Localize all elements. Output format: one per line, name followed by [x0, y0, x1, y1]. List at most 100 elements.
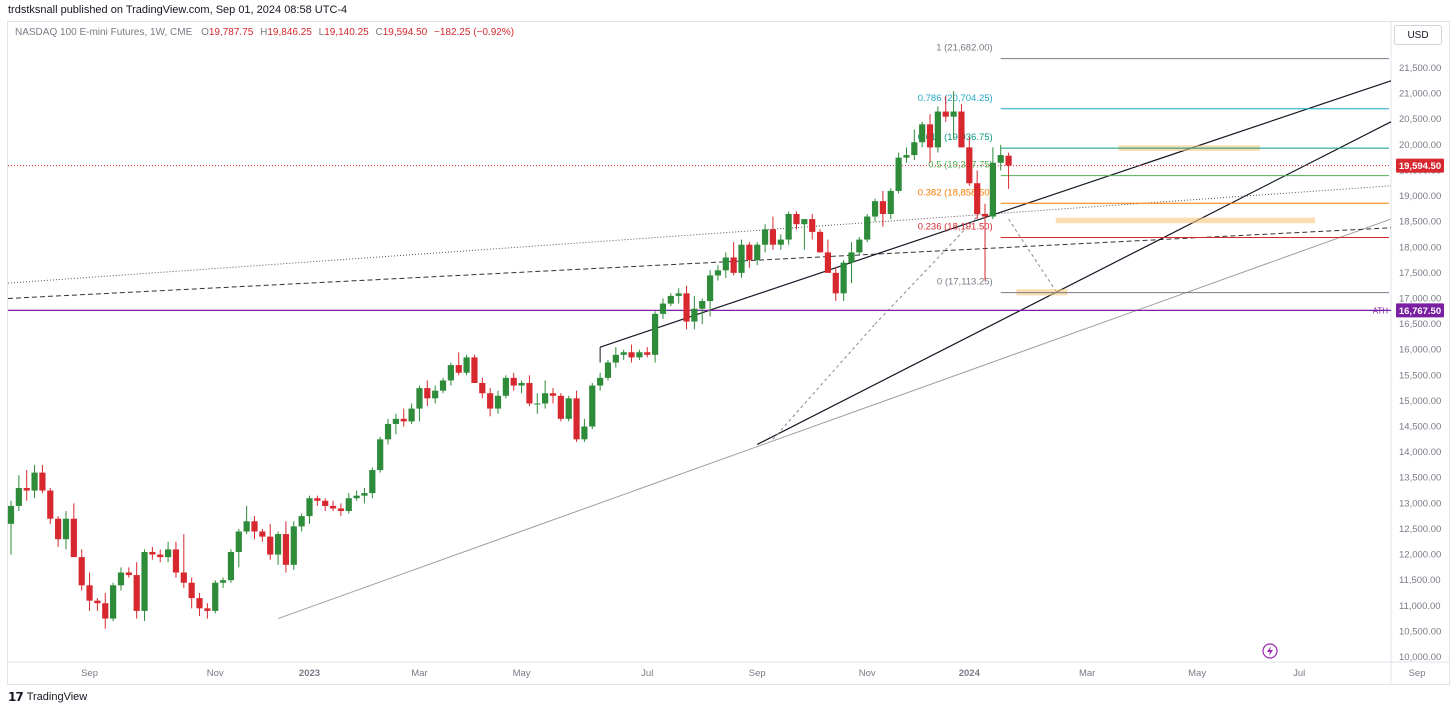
- time-tick-label: Nov: [207, 668, 224, 679]
- price-tick-label: 11,000.00: [1399, 601, 1441, 612]
- candle-body: [919, 124, 926, 143]
- price-tick-label: 21,500.00: [1399, 63, 1441, 74]
- price-tick-label: 17,500.00: [1399, 268, 1441, 279]
- candle-body: [432, 390, 439, 399]
- time-tick-label: Jul: [1293, 668, 1305, 679]
- candle-body: [801, 219, 808, 225]
- candle-body: [864, 216, 871, 240]
- lightning-icon: [1262, 643, 1278, 659]
- price-tick-label: 19,000.00: [1399, 191, 1441, 202]
- candle-body: [400, 418, 407, 422]
- candle-body: [94, 600, 101, 604]
- time-tick-label: Nov: [859, 668, 876, 679]
- candle-body: [212, 582, 219, 611]
- candle-body: [581, 426, 588, 440]
- candle-body: [761, 229, 769, 245]
- time-tick-label: May: [1188, 668, 1206, 679]
- candle-body: [667, 295, 674, 304]
- candle-body: [565, 398, 572, 419]
- close-label: C: [375, 27, 383, 38]
- price-tick-label: 10,500.00: [1399, 626, 1441, 637]
- price-tick-label: 17,000.00: [1399, 293, 1441, 304]
- candle-body: [471, 357, 478, 383]
- candle-body: [31, 472, 38, 491]
- time-tick-label: Sep: [81, 668, 98, 679]
- footer-brand-label: TradingView: [26, 691, 88, 703]
- price-tick-label: 21,000.00: [1399, 89, 1441, 100]
- candle-body: [934, 111, 941, 148]
- time-tick-label: Sep: [749, 668, 766, 679]
- candle-body: [298, 516, 305, 527]
- candle-body: [644, 352, 651, 355]
- candle-body: [47, 490, 54, 519]
- candle-body: [589, 385, 596, 427]
- candle-body: [950, 111, 957, 117]
- candle-body: [290, 526, 297, 565]
- candle-body: [997, 155, 1004, 163]
- candle-body: [981, 213, 989, 217]
- candle-body: [620, 352, 627, 355]
- price-tick-label: 14,500.00: [1399, 422, 1441, 433]
- candle-body: [887, 190, 894, 214]
- change-value: −182.25 (−0.92%): [434, 27, 515, 38]
- candle-body: [282, 534, 290, 565]
- time-tick-label: 2023: [299, 668, 320, 679]
- candle-body: [966, 147, 973, 184]
- candle-body: [526, 382, 533, 404]
- candle-body: [110, 585, 117, 619]
- candle-body: [683, 293, 690, 322]
- candle-body: [958, 111, 965, 148]
- price-tick-label: 15,500.00: [1399, 370, 1441, 381]
- long-trendline: [277, 218, 1392, 620]
- candle-body: [125, 572, 132, 576]
- time-tick-label: Mar: [411, 668, 427, 679]
- candle-body: [777, 239, 784, 245]
- candle-body: [636, 352, 643, 358]
- candle-body: [722, 257, 729, 271]
- candle-body: [785, 213, 792, 240]
- price-tick-label: 11,500.00: [1399, 575, 1441, 586]
- candle-body: [510, 377, 517, 386]
- candle-body: [141, 552, 148, 611]
- candle-body: [714, 270, 722, 276]
- currency-button[interactable]: USD: [1394, 25, 1442, 45]
- candle-body: [879, 201, 887, 214]
- candle-body: [267, 536, 274, 555]
- candle-body: [165, 549, 172, 558]
- ath-price-tag-label: 16,767.50: [1399, 306, 1441, 317]
- candle-body: [542, 393, 549, 404]
- candle-body: [455, 365, 462, 373]
- projection-line: [772, 323, 876, 440]
- candle-body: [392, 418, 399, 424]
- candle-body: [612, 354, 619, 363]
- chart-area[interactable]: [7, 21, 1450, 685]
- candle-body: [377, 439, 384, 471]
- candle-body: [306, 498, 313, 517]
- time-tick-label: May: [513, 668, 531, 679]
- candle-body: [518, 382, 525, 386]
- candle-body: [78, 557, 85, 586]
- low-label: L: [318, 27, 325, 38]
- candle-body: [730, 257, 737, 273]
- candle-body: [62, 518, 70, 540]
- candle-body: [149, 552, 156, 555]
- candle-body: [871, 201, 879, 217]
- candle-body: [345, 498, 352, 512]
- candle-body: [463, 357, 470, 373]
- candle-body: [903, 155, 910, 158]
- candle-body: [322, 500, 329, 506]
- candle-body: [55, 518, 62, 540]
- projection-line: [1008, 218, 1057, 292]
- candle-body: [235, 531, 242, 553]
- candle-body: [353, 495, 360, 499]
- candle-body: [769, 229, 777, 245]
- candle-body: [408, 408, 415, 422]
- candle-body: [816, 231, 824, 253]
- projection-line: [874, 216, 978, 325]
- open-label: O: [201, 27, 209, 38]
- price-tick-label: 13,500.00: [1399, 473, 1441, 484]
- high-label: H: [260, 27, 268, 38]
- candle-body: [329, 505, 337, 509]
- candle-body: [204, 608, 211, 611]
